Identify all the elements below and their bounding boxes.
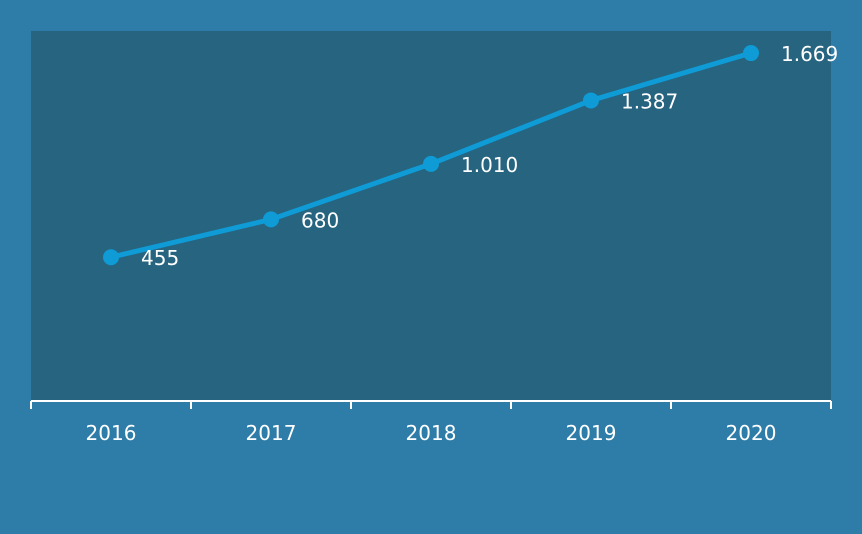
x-axis-ticks (30, 401, 832, 409)
data-label: 1.010 (461, 153, 518, 177)
data-point (743, 45, 759, 62)
data-label: 1.669 (781, 42, 838, 66)
data-point (263, 211, 279, 228)
data-points (103, 45, 759, 266)
x-tick-label: 2016 (86, 421, 137, 445)
x-tick-label: 2019 (566, 421, 617, 445)
data-label: 1.387 (621, 89, 678, 113)
data-labels: 455 680 1.010 1.387 1.669 (141, 42, 838, 270)
plot-area (31, 31, 831, 401)
x-tick-label: 2018 (406, 421, 457, 445)
data-point (423, 155, 439, 172)
data-point (103, 249, 119, 266)
x-tick-label: 2017 (246, 421, 297, 445)
data-label: 455 (141, 246, 179, 270)
x-axis-tick-labels: 2016 2017 2018 2019 2020 (86, 421, 777, 445)
data-label: 680 (301, 208, 339, 232)
data-point (583, 92, 599, 109)
x-tick-label: 2020 (726, 421, 777, 445)
